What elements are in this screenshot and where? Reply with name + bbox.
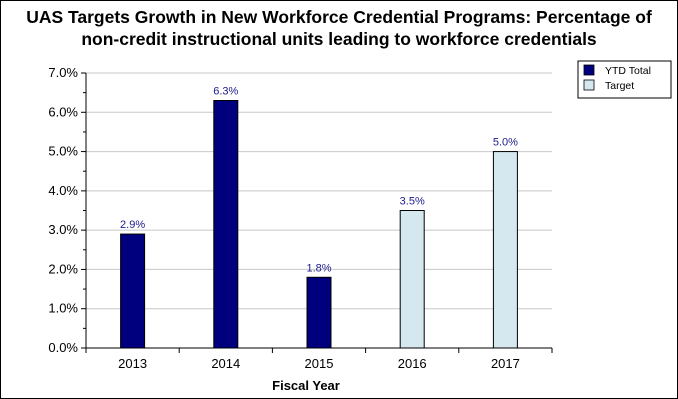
legend: YTD Total Target (577, 60, 672, 99)
data-label-2015: 1.8% (306, 262, 331, 274)
x-axis-title: Fiscal Year (272, 378, 340, 393)
y-tick-label: 1.0% (48, 301, 78, 316)
bars (120, 100, 518, 349)
y-tick-label: 7.0% (48, 65, 78, 80)
chart-title: UAS Targets Growth in New Workforce Cred… (0, 6, 678, 50)
legend-swatch-target (583, 79, 595, 91)
bar-2014 (213, 100, 239, 349)
chart-title-line-1: UAS Targets Growth in New Workforce Cred… (26, 7, 652, 27)
x-tick-label-2017: 2017 (491, 356, 520, 371)
legend-label-ytd-total: YTD Total (605, 65, 651, 77)
bar-2015 (306, 276, 332, 349)
legend-swatch-ytd-total (583, 64, 595, 76)
y-tick-label: 0.0% (48, 340, 78, 355)
y-tick-label: 6.0% (48, 104, 78, 119)
data-label-2017: 5.0% (493, 137, 518, 149)
legend-label-target: Target (605, 80, 634, 92)
y-tick-label: 4.0% (48, 183, 78, 198)
x-tick-label-2016: 2016 (398, 356, 427, 371)
data-labels: 2.9% 6.3% 1.8% 3.5% 5.0% (120, 86, 518, 275)
x-axis-ticks: 2013 2014 2015 2016 2017 (85, 348, 553, 371)
x-tick-label-2014: 2014 (211, 356, 240, 371)
bar-2017 (492, 151, 518, 349)
x-tick-label-2015: 2015 (305, 356, 334, 371)
bar-2016 (399, 210, 425, 349)
y-axis-ticks: 0.0% 1.0% 2.0% 3.0% 4.0% 5.0% 6.0% 7.0% (48, 65, 86, 355)
data-label-2014: 6.3% (213, 86, 238, 98)
y-tick-label: 2.0% (48, 261, 78, 276)
chart-title-line-2: non-credit instructional units leading t… (81, 29, 597, 49)
data-label-2016: 3.5% (400, 196, 425, 208)
bar-2013 (120, 233, 146, 349)
y-tick-label: 3.0% (48, 222, 78, 237)
data-label-2013: 2.9% (120, 219, 145, 231)
x-tick-label-2013: 2013 (118, 356, 147, 371)
y-tick-label: 5.0% (48, 144, 78, 159)
